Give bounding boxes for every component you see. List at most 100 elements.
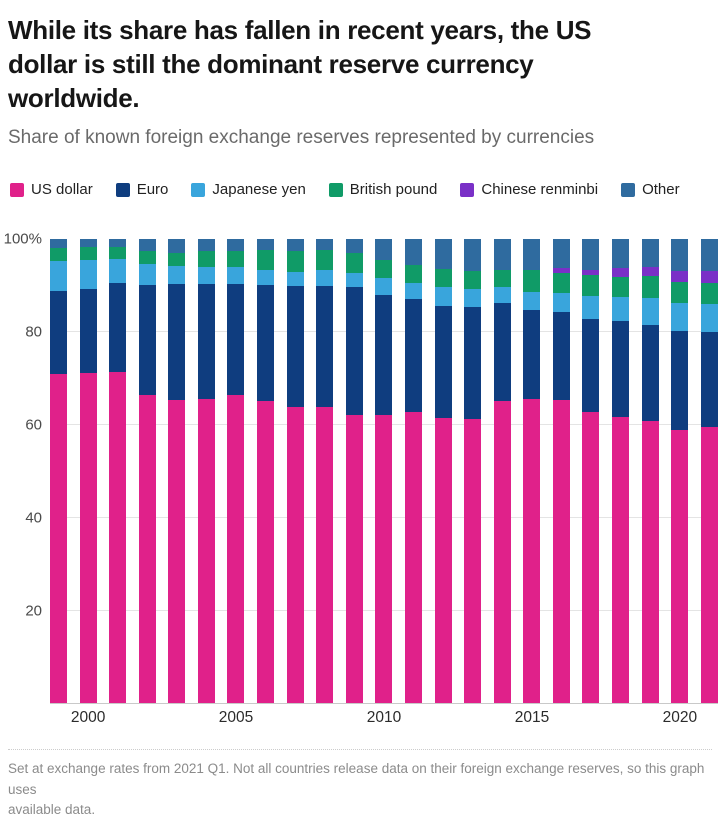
bar-segment-japanese-yen <box>345 273 363 287</box>
bar-segment-other <box>168 239 186 253</box>
bar-segment-british-pound <box>523 270 541 293</box>
bar-segment-us-dollar <box>552 400 570 704</box>
bar-segment-us-dollar <box>611 417 629 704</box>
bar-segment-chinese-renminbi <box>641 267 659 277</box>
legend-swatch-us-dollar <box>10 182 24 197</box>
legend-item-chinese-renminbi: Chinese renminbi <box>460 181 598 198</box>
bar-segment-us-dollar <box>582 412 600 704</box>
bar-segment-other <box>316 239 334 251</box>
bar-segment-us-dollar <box>109 371 127 704</box>
bar-segment-other <box>434 239 452 269</box>
bar-segment-other <box>404 239 422 265</box>
bar-segment-british-pound <box>257 250 275 271</box>
bar-segment-british-pound <box>611 276 629 297</box>
bar-segment-us-dollar <box>641 420 659 704</box>
bar-segment-japanese-yen <box>641 297 659 326</box>
x-axis-label-2000: 2000 <box>70 709 106 727</box>
legend-swatch-other <box>621 182 636 197</box>
bar-segment-us-dollar <box>168 399 186 704</box>
legend-item-euro: Euro <box>115 181 168 198</box>
bar-segment-us-dollar <box>345 415 363 704</box>
bar-segment-british-pound <box>464 270 482 290</box>
bar-segment-other <box>286 239 304 251</box>
bar-segment-other <box>79 239 97 248</box>
bar-segment-other <box>582 239 600 270</box>
chart-footer: Set at exchange rates from 2021 Q1. Not … <box>8 749 712 823</box>
bar-segment-euro <box>257 284 275 402</box>
bar-segment-euro <box>345 286 363 416</box>
bar-segment-british-pound <box>493 269 511 287</box>
bar-2005 <box>227 239 245 704</box>
bar-segment-japanese-yen <box>671 303 689 332</box>
y-axis-label-80: 80 <box>25 323 42 341</box>
chart-plot-area: 100% 80 60 40 20 <box>4 231 718 705</box>
bar-segment-british-pound <box>404 264 422 283</box>
bar-segment-euro <box>582 318 600 413</box>
bar-segment-british-pound <box>641 276 659 298</box>
bar-segment-euro <box>404 299 422 413</box>
bar-segment-japanese-yen <box>168 265 186 284</box>
bar-segment-euro <box>109 282 127 372</box>
bar-segment-british-pound <box>50 247 67 262</box>
bar-segment-british-pound <box>375 259 393 278</box>
bar-2011 <box>404 239 422 704</box>
bar-segment-japanese-yen <box>434 287 452 307</box>
bar-segment-us-dollar <box>464 419 482 704</box>
bar-segment-british-pound <box>552 273 570 294</box>
bar-segment-british-pound <box>434 268 452 288</box>
bar-segment-japanese-yen <box>316 269 334 286</box>
bar-segment-euro <box>286 285 304 407</box>
bar-2017 <box>582 239 600 704</box>
bar-segment-other <box>138 239 156 252</box>
bar-segment-euro <box>79 288 97 374</box>
bar-segment-us-dollar <box>523 398 541 704</box>
bar-segment-japanese-yen <box>582 295 600 319</box>
bar-segment-british-pound <box>345 253 363 274</box>
bar-segment-british-pound <box>286 250 304 273</box>
legend-swatch-british-pound <box>328 182 343 197</box>
legend-label: Other <box>642 181 680 199</box>
bar-segment-british-pound <box>582 275 600 296</box>
bar-segment-british-pound <box>671 281 689 304</box>
bar-segment-euro <box>523 309 541 399</box>
bar-2020 <box>671 239 689 704</box>
bar-2014 <box>493 239 511 704</box>
bar-2013 <box>464 239 482 704</box>
bar-segment-euro <box>700 331 718 428</box>
legend-label: US dollar <box>31 181 93 199</box>
bar-segment-euro <box>552 311 570 401</box>
bar-segment-british-pound <box>109 246 127 260</box>
x-axis-label-2015: 2015 <box>514 709 550 727</box>
bar-segment-euro <box>671 331 689 430</box>
x-axis-label-2005: 2005 <box>218 709 254 727</box>
bar-2019 <box>641 239 659 704</box>
bar-segment-euro <box>50 290 67 374</box>
bar-2009 <box>345 239 363 704</box>
bar-segment-british-pound <box>168 252 186 266</box>
legend-item-british-pound: British pound <box>328 181 437 198</box>
bar-segment-euro <box>168 283 186 400</box>
bar-segment-british-pound <box>227 250 245 268</box>
bar-segment-chinese-renminbi <box>582 269 600 276</box>
bar-segment-us-dollar <box>50 373 67 704</box>
bar-2021 <box>700 239 718 704</box>
bar-segment-japanese-yen <box>375 277 393 296</box>
bar-segment-other <box>257 239 275 251</box>
bar-segment-japanese-yen <box>523 292 541 310</box>
bar-segment-us-dollar <box>286 406 304 704</box>
bar-2003 <box>168 239 186 704</box>
bar-segment-chinese-renminbi <box>611 267 629 277</box>
bar-segment-us-dollar <box>493 401 511 704</box>
bar-segment-us-dollar <box>434 417 452 704</box>
bar-segment-euro <box>464 307 482 420</box>
legend-swatch-japanese-yen <box>191 182 206 197</box>
y-axis-label-20: 20 <box>25 602 42 620</box>
bar-segment-japanese-yen <box>611 296 629 322</box>
bar-segment-japanese-yen <box>109 259 127 283</box>
bar-segment-us-dollar <box>257 401 275 704</box>
bar-segment-euro <box>227 283 245 395</box>
bar-segment-us-dollar <box>79 373 97 704</box>
bar-segment-japanese-yen <box>50 261 67 291</box>
bar-2010 <box>375 239 393 704</box>
page-title: While its share has fallen in recent yea… <box>8 15 592 113</box>
